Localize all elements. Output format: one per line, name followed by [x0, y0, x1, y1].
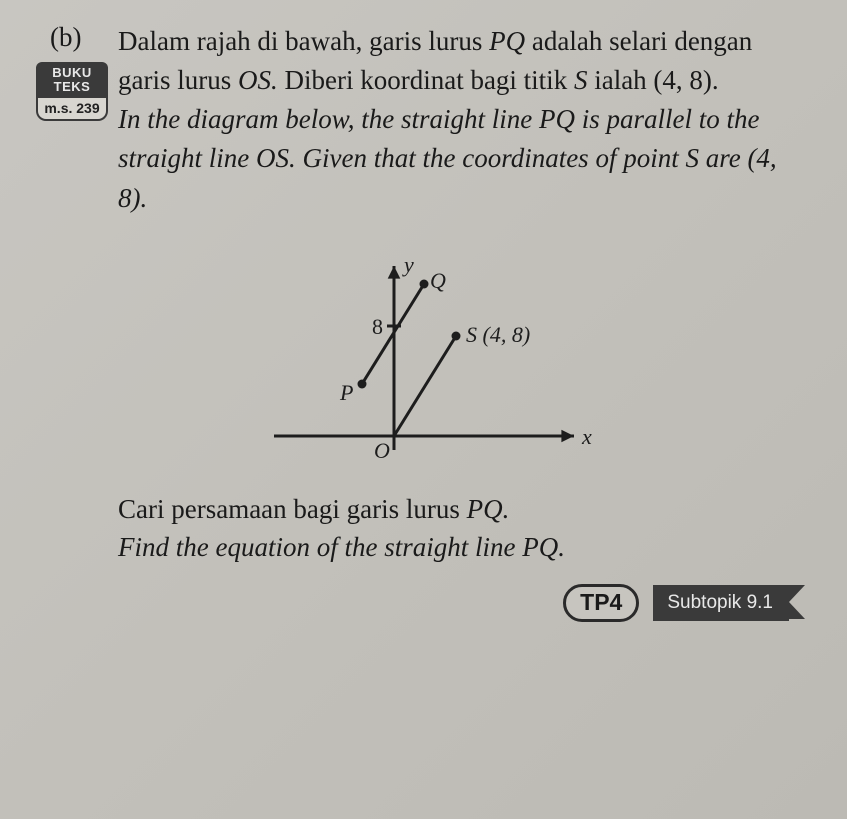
- textbook-badge: BUKU TEKS m.s. 239: [36, 62, 108, 121]
- task-text: Cari persamaan bagi garis lurus PQ. Find…: [118, 490, 807, 567]
- coordinate-diagram: 8 Q S (4, 8) P Ox y: [234, 236, 614, 476]
- task-malay: Cari persamaan bagi garis lurus: [118, 494, 460, 524]
- svg-text:S (4, 8): S (4, 8): [466, 322, 530, 347]
- badge-line2: TEKS: [54, 79, 91, 94]
- question-label: (b): [50, 22, 81, 53]
- task-english: Find the equation of the straight line P…: [118, 532, 565, 562]
- badge-top: BUKU TEKS: [36, 62, 108, 98]
- tp-badge: TP4: [563, 584, 639, 622]
- malay-part3c: ialah (4, 8).: [594, 65, 718, 95]
- svg-text:y: y: [402, 252, 414, 277]
- diagram-container: 8 Q S (4, 8) P Ox y: [40, 236, 807, 476]
- subtopic-badge: Subtopik 9.1: [653, 585, 789, 621]
- question-text: Dalam rajah di bawah, garis lurus PQ ada…: [118, 22, 807, 218]
- malay-part3a: Diberi: [284, 65, 353, 95]
- svg-text:Q: Q: [430, 268, 446, 293]
- malay-part1: Dalam rajah di bawah, garis lurus: [118, 26, 482, 56]
- english-text: In the diagram below, the straight line …: [118, 104, 777, 212]
- badge-bottom: m.s. 239: [36, 98, 108, 121]
- task-malay-pq: PQ.: [467, 494, 510, 524]
- subtopic-wrap: Subtopik 9.1: [653, 585, 789, 621]
- badge-line1: BUKU: [52, 65, 92, 80]
- malay-pq: PQ: [489, 26, 525, 56]
- malay-part3b: koordinat bagi titik: [360, 65, 567, 95]
- question-block: (b) BUKU TEKS m.s. 239 Dalam rajah di ba…: [40, 22, 807, 218]
- malay-os: OS.: [238, 65, 278, 95]
- svg-text:P: P: [339, 380, 353, 405]
- footer-tags: TP4 Subtopik 9.1: [40, 584, 807, 622]
- malay-s: S: [574, 65, 588, 95]
- svg-text:x: x: [581, 424, 592, 449]
- svg-text:8: 8: [372, 314, 383, 339]
- page: (b) BUKU TEKS m.s. 239 Dalam rajah di ba…: [0, 0, 847, 819]
- svg-text:O: O: [374, 438, 390, 463]
